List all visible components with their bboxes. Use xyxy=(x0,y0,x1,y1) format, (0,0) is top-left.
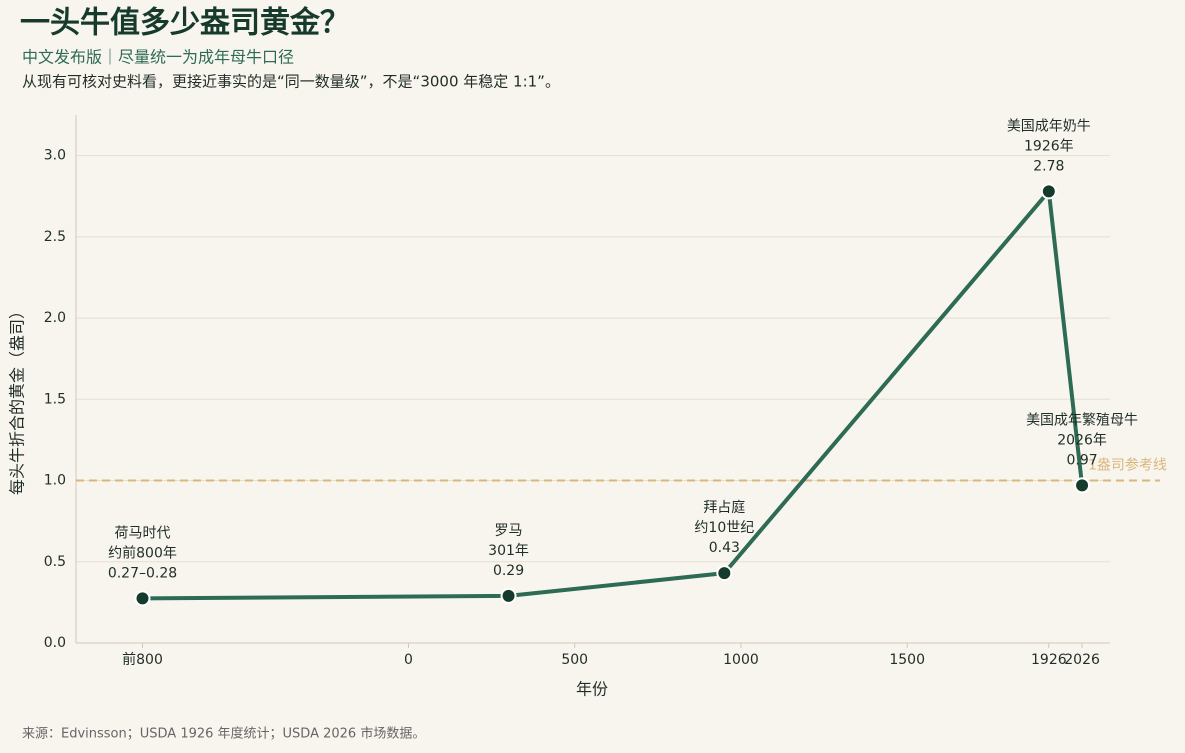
value-label: 2.78 xyxy=(1033,158,1064,174)
annotation: 美国成年繁殖母牛 xyxy=(1026,411,1138,428)
value-label: 0.29 xyxy=(493,563,524,579)
point xyxy=(134,590,151,607)
point xyxy=(500,587,517,604)
annotation: 1926年 xyxy=(1024,138,1074,154)
value-label: 0.43 xyxy=(709,540,740,556)
annotation: 2026年 xyxy=(1057,432,1107,448)
value-label: 0.27–0.28 xyxy=(108,565,177,581)
annotation: 荷马时代 xyxy=(114,525,170,541)
y-tick-label: 0.0 xyxy=(44,635,66,651)
annotation: 拜占庭 xyxy=(703,499,745,516)
description: 从现有可核对史料看，更接近事实的是“同一数量级”，不是“3000 年稳定 1:1… xyxy=(22,73,560,91)
y-tick-label: 1.5 xyxy=(44,391,66,407)
x-tick-label: 1500 xyxy=(889,652,925,668)
x-tick-label: 1000 xyxy=(723,652,759,668)
series-line xyxy=(142,189,1085,601)
subtitle: 中文发布版｜尽量统一为成年母牛口径 xyxy=(22,48,294,67)
x-tick-label: 500 xyxy=(561,652,588,668)
point xyxy=(1074,477,1091,494)
y-tick-label: 3.0 xyxy=(44,148,66,164)
x-tick-label: 1926 xyxy=(1031,652,1067,668)
source: 来源：Edvinsson；USDA 1926 年度统计；USDA 2026 市场… xyxy=(22,726,425,742)
y-tick-label: 2.5 xyxy=(44,229,66,245)
y-axis-label: 每头牛折合的黄金（盎司） xyxy=(8,303,27,495)
x-tick-label: 2026 xyxy=(1064,652,1100,668)
annotation: 约10世纪 xyxy=(694,520,754,536)
y-tick-label: 1.0 xyxy=(44,473,66,489)
point xyxy=(716,565,733,582)
chart-title: 一头牛值多少盎司黄金？ xyxy=(20,6,350,41)
x-tick-label: 0 xyxy=(404,652,413,668)
annotation: 美国成年奶牛 xyxy=(1007,118,1091,134)
annotation: 约前800年 xyxy=(108,544,177,561)
annotation: 罗马 xyxy=(495,523,523,539)
y-tick-label: 0.5 xyxy=(44,554,66,570)
value-label: 0.97 xyxy=(1066,452,1097,468)
annotation: 301年 xyxy=(488,543,529,559)
x-tick-label: 前800 xyxy=(122,651,163,668)
y-tick-label: 2.0 xyxy=(44,310,66,326)
reference-label: 1盎司参考线 xyxy=(1088,457,1167,474)
point xyxy=(1040,183,1057,200)
x-axis-label: 年份 xyxy=(576,680,608,699)
